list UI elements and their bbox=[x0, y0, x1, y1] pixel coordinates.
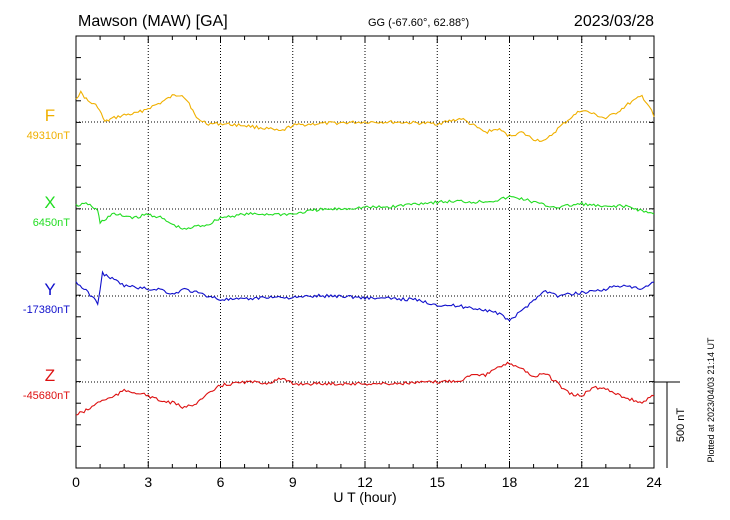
x-axis-label: U T (hour) bbox=[333, 489, 396, 505]
scale-bar: 500 nT bbox=[654, 381, 687, 468]
series-baseline-label-x: 6450nT bbox=[33, 217, 71, 229]
x-tick-label: 21 bbox=[574, 474, 590, 490]
series-labels: F 49310nT X 6450nT Y -17380nT Z -45680nT bbox=[23, 106, 70, 402]
series-line-y bbox=[75, 270, 655, 322]
x-tick-label: 3 bbox=[144, 474, 152, 490]
scale-bar-label: 500 nT bbox=[675, 408, 687, 443]
series-line-x bbox=[75, 195, 655, 230]
x-tick-label: 0 bbox=[72, 474, 80, 490]
x-tick-label: 12 bbox=[357, 474, 373, 490]
series-line-z bbox=[75, 361, 655, 416]
x-tick-label: 9 bbox=[289, 474, 297, 490]
series-lines bbox=[75, 90, 655, 416]
series-name-f: F bbox=[45, 106, 55, 125]
series-line-f bbox=[75, 90, 655, 142]
x-tick-label: 15 bbox=[429, 474, 445, 490]
plot-date: 2023/03/28 bbox=[574, 13, 654, 30]
station-coordinates: GG (-67.60°, 62.88°) bbox=[368, 17, 469, 29]
series-name-x: X bbox=[44, 193, 55, 212]
series-baseline-label-y: -17380nT bbox=[23, 304, 70, 316]
x-tick-label: 24 bbox=[646, 474, 662, 490]
x-tick-label: 6 bbox=[217, 474, 225, 490]
x-tick-labels: 0 3 6 9 12 15 18 21 24 bbox=[72, 474, 662, 490]
series-baseline-label-z: -45680nT bbox=[23, 390, 70, 402]
plotted-timestamp: Plotted at 2023/04/03 21:14 UT bbox=[706, 337, 716, 463]
x-tick-label: 18 bbox=[502, 474, 518, 490]
grid bbox=[147, 36, 583, 468]
station-title: Mawson (MAW) [GA] bbox=[78, 13, 228, 30]
series-name-y: Y bbox=[44, 280, 55, 299]
series-baseline-label-f: 49310nT bbox=[27, 130, 71, 142]
series-name-z: Z bbox=[45, 366, 55, 385]
